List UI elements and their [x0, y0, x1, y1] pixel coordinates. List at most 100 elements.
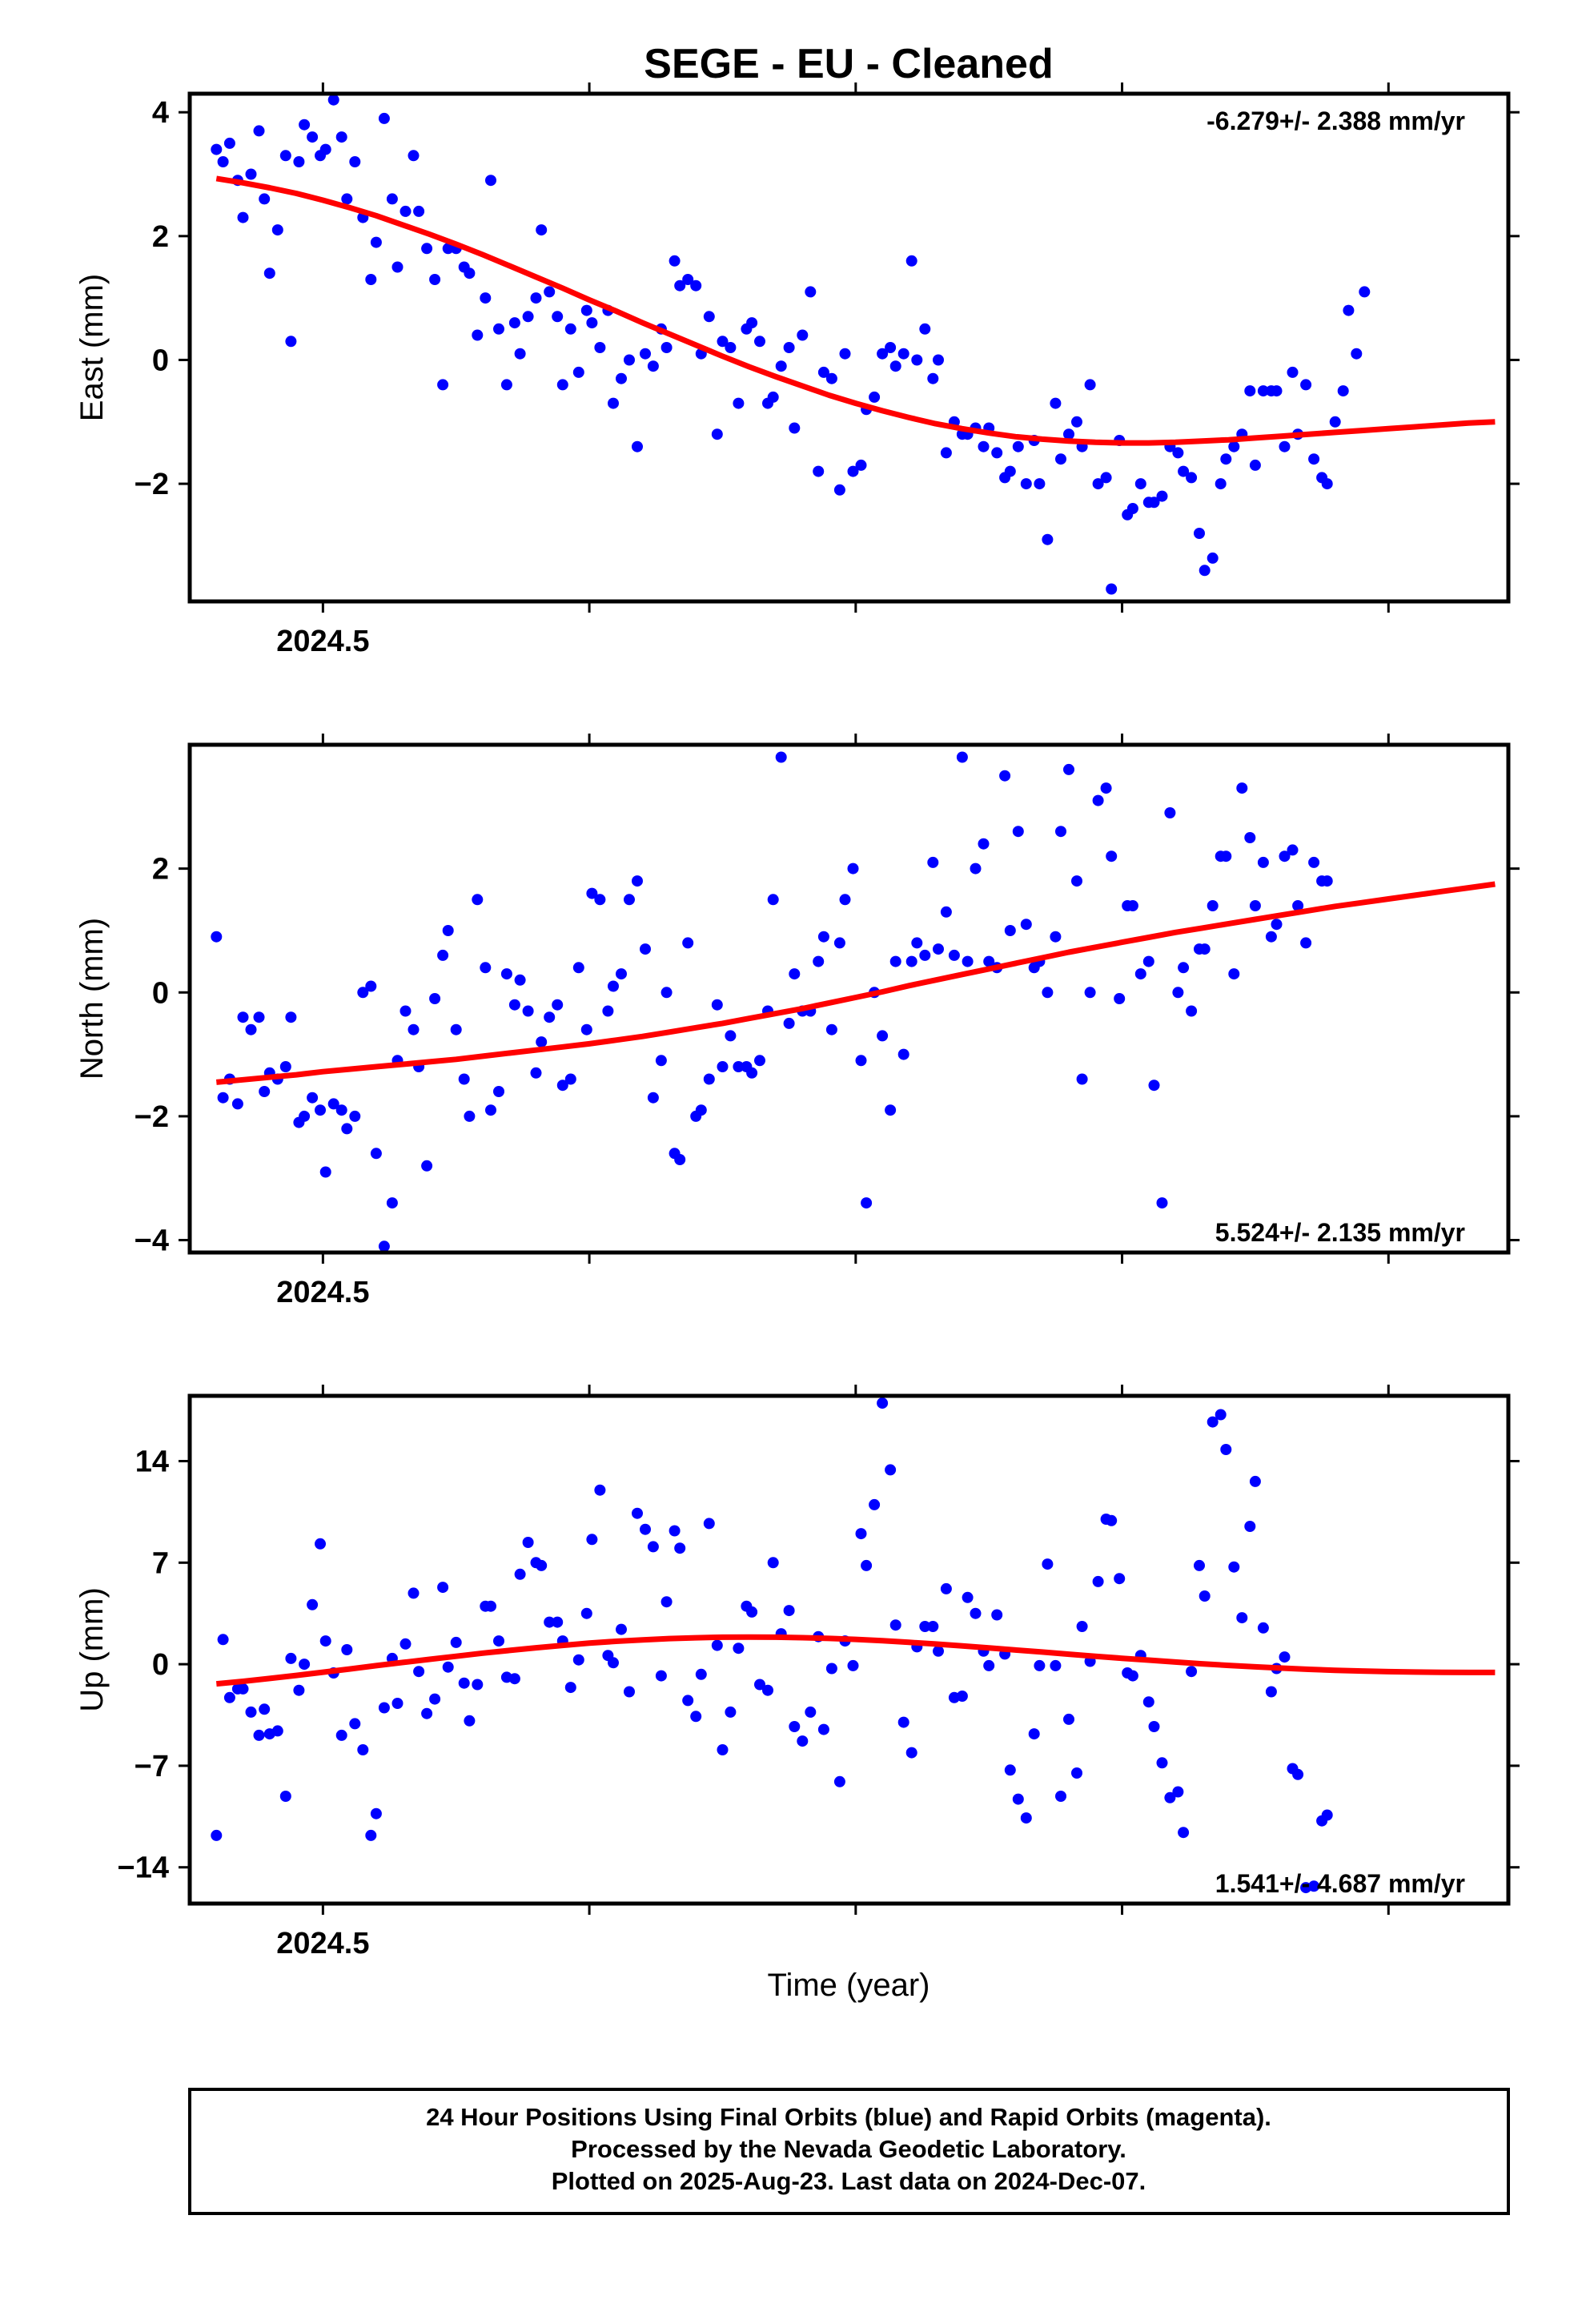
data-point: [674, 1154, 686, 1165]
data-point: [522, 311, 534, 323]
data-point: [817, 366, 829, 378]
data-point: [690, 279, 702, 292]
data-point: [536, 1036, 548, 1048]
data-point: [789, 968, 801, 980]
data-point: [839, 348, 851, 360]
data-point: [1063, 763, 1074, 775]
panel-north: 2024.5 −4 −2 0 2 North (mm) 5.524+/- 2.135 mm/…: [74, 734, 1520, 1309]
data-point: [1004, 1764, 1016, 1776]
data-point: [1084, 379, 1096, 391]
footer-line-2: Processed by the Nevada Geodetic Laborat…: [571, 2135, 1126, 2163]
data-point: [733, 1642, 745, 1655]
data-point: [464, 267, 476, 279]
footer-line-3: Plotted on 2025-Aug-23. Last data on 202…: [552, 2167, 1146, 2195]
data-point: [1292, 900, 1304, 911]
data-point: [514, 1568, 526, 1580]
data-point: [386, 193, 398, 205]
data-point: [349, 156, 361, 167]
data-point: [1244, 832, 1256, 843]
data-point: [370, 236, 382, 248]
data-point: [711, 1639, 723, 1651]
data-point: [746, 1606, 758, 1618]
data-point: [861, 1197, 873, 1209]
data-point: [789, 422, 801, 434]
data-point: [594, 1484, 606, 1496]
data-point: [211, 143, 223, 155]
data-point: [767, 1557, 779, 1569]
data-point: [877, 1397, 889, 1409]
data-point: [717, 1061, 729, 1072]
data-point: [253, 125, 265, 137]
data-point: [231, 1098, 243, 1110]
data-point: [319, 1166, 331, 1178]
data-point: [877, 1030, 889, 1042]
data-point: [572, 1654, 584, 1666]
data-point: [279, 150, 291, 162]
data-point: [608, 397, 619, 409]
data-point: [970, 862, 982, 875]
data-point: [1228, 1561, 1240, 1573]
data-point: [877, 348, 889, 360]
data-point: [1337, 385, 1349, 397]
plot-frame-east: [187, 91, 1511, 604]
data-point: [919, 323, 931, 335]
data-point: [1257, 1622, 1269, 1634]
data-point: [602, 1005, 614, 1017]
data-point: [817, 931, 829, 943]
fit-line-up: [215, 1634, 1496, 1687]
data-point: [1186, 472, 1198, 484]
data-point: [1012, 440, 1024, 452]
data-point: [594, 342, 606, 353]
data-point: [1050, 397, 1062, 409]
data-point: [391, 261, 404, 273]
data-point: [391, 1698, 404, 1709]
data-point: [245, 1706, 257, 1718]
data-point: [956, 751, 968, 763]
data-point: [905, 955, 917, 967]
data-point: [754, 336, 765, 348]
data-point: [861, 1559, 873, 1571]
data-point: [530, 292, 542, 304]
y-tick-label: −7: [135, 1750, 169, 1783]
data-point: [1359, 286, 1371, 298]
data-point: [1343, 304, 1355, 316]
data-point: [754, 1055, 765, 1067]
y-tick-label: 14: [135, 1445, 169, 1479]
y-tick-label: 2: [152, 220, 169, 254]
panels: 2024.5 −2 0 2 4 East (mm) -6.279+/- 2.388 mm/y…: [74, 82, 1520, 1960]
data-point: [472, 894, 484, 906]
x-tick-label: 2024.5: [276, 1927, 369, 1960]
data-point: [1020, 478, 1032, 490]
y-tick-label: −2: [135, 1100, 169, 1134]
y-tick-label: −4: [135, 1224, 169, 1258]
data-point: [293, 1684, 305, 1696]
data-point: [1042, 987, 1054, 999]
data-point: [940, 906, 952, 918]
data-point: [211, 931, 223, 943]
data-point: [833, 484, 845, 496]
data-point: [245, 1023, 257, 1035]
data-point: [999, 770, 1011, 782]
y-axis-label-north: North (mm): [74, 918, 110, 1080]
data-point: [357, 987, 369, 999]
data-point: [580, 1023, 592, 1035]
data-point: [1156, 490, 1168, 502]
data-point: [259, 1086, 271, 1097]
data-point: [933, 943, 944, 955]
data-point: [885, 1104, 897, 1116]
data-point: [940, 447, 952, 459]
data-point: [1172, 1786, 1184, 1798]
data-point: [717, 1744, 729, 1755]
data-point: [661, 987, 673, 999]
data-point: [500, 968, 512, 980]
data-point: [911, 354, 923, 366]
data-point: [307, 131, 319, 143]
data-point: [378, 1240, 390, 1252]
data-point: [746, 317, 758, 329]
data-point: [655, 1055, 667, 1067]
data-point: [805, 1706, 817, 1718]
data-point: [978, 440, 990, 452]
data-point: [1126, 503, 1138, 514]
data-point: [805, 286, 817, 298]
data-point: [1215, 1409, 1227, 1421]
